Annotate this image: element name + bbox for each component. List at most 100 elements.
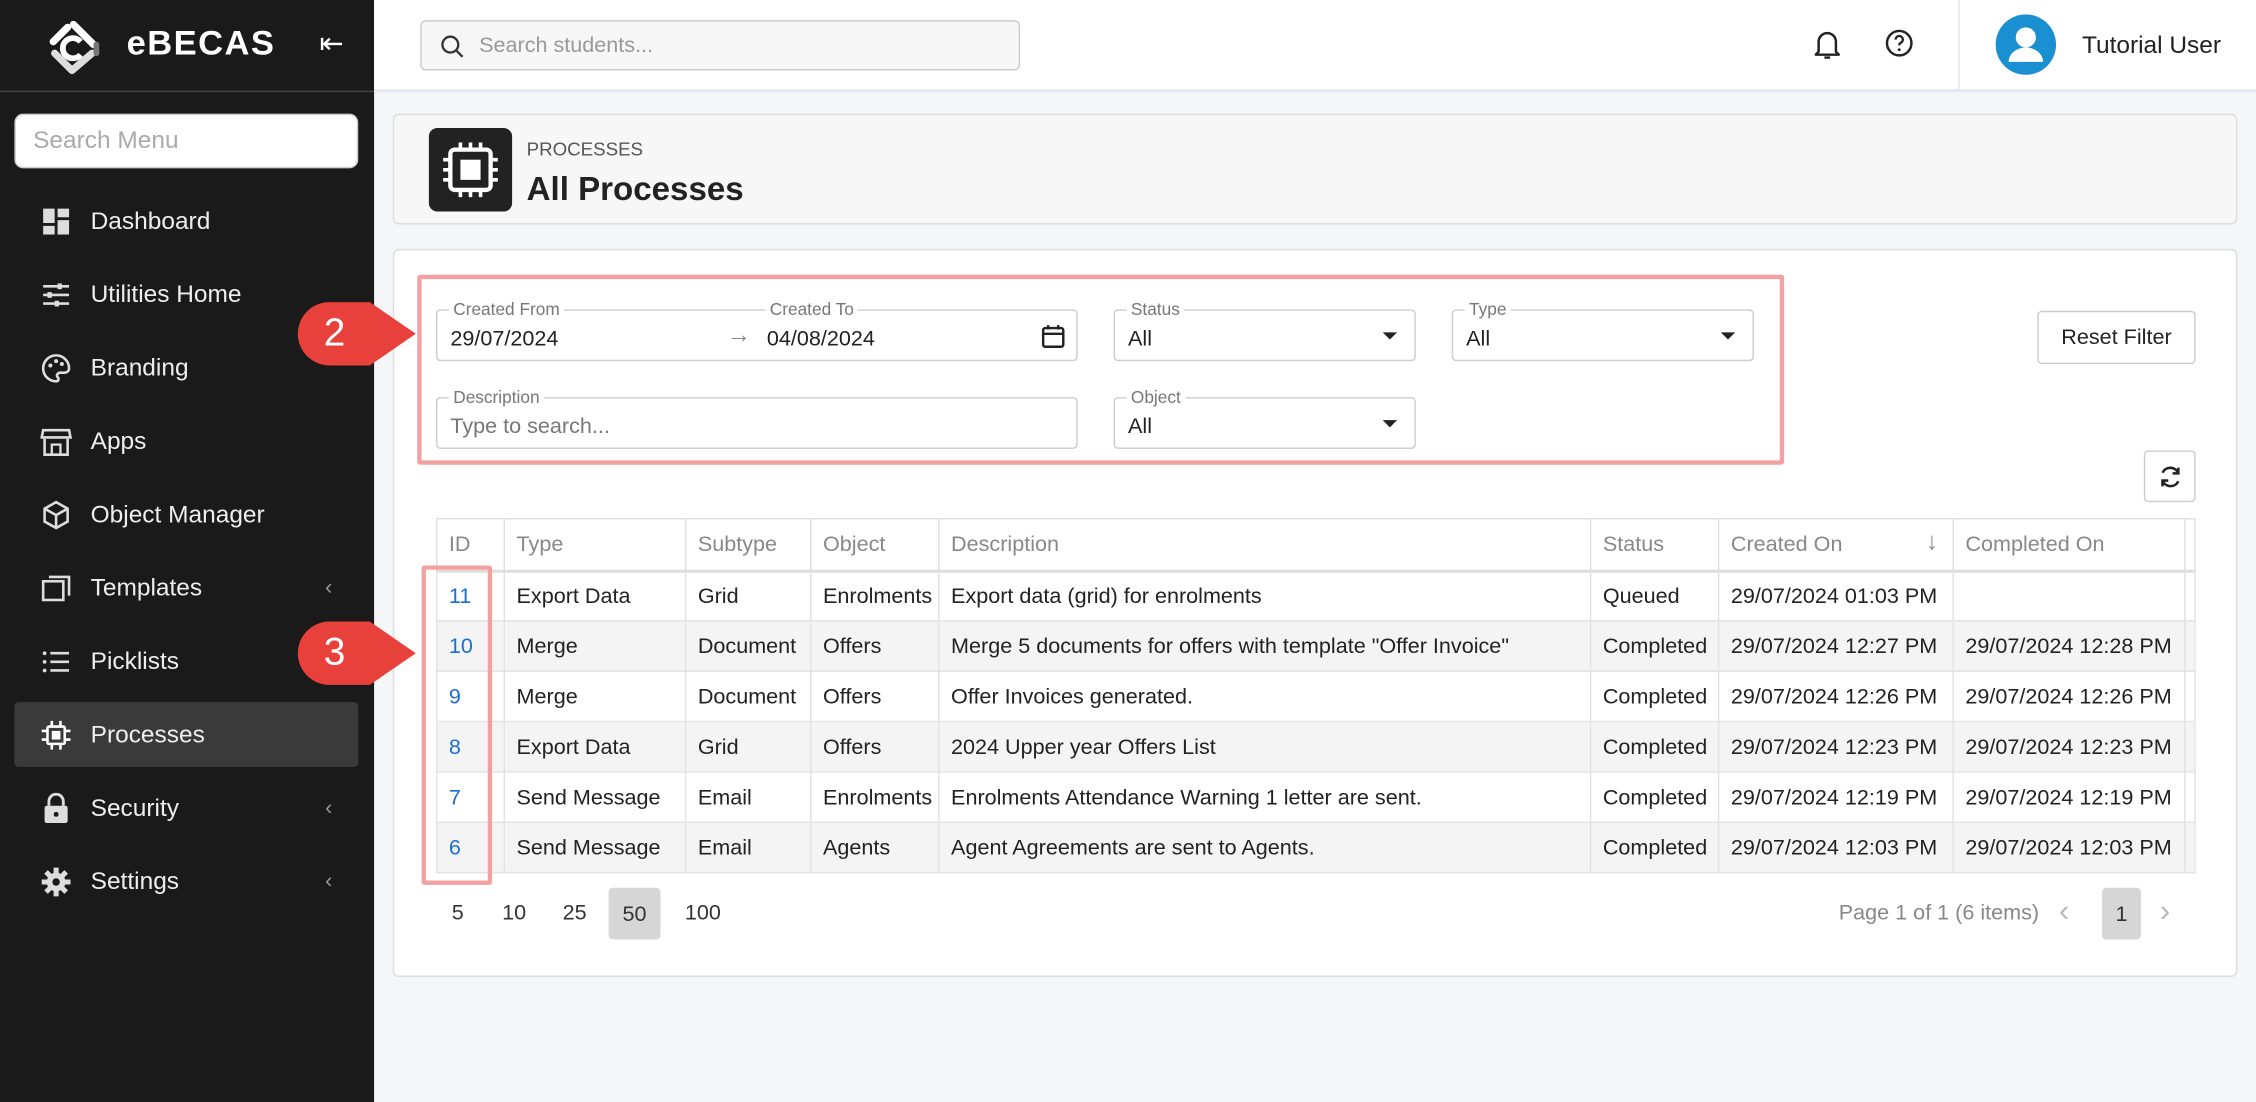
sidebar-item-picklists[interactable]: Picklists: [14, 629, 358, 694]
cell-description: Agent Agreements are sent to Agents.: [938, 821, 1592, 874]
top-bar: Tutorial User: [374, 0, 2256, 93]
bell-icon[interactable]: [1813, 29, 1842, 61]
page-size-100[interactable]: 100: [684, 900, 721, 926]
description-field[interactable]: Description Type to search...: [435, 387, 1078, 449]
help-icon[interactable]: [1885, 29, 1914, 58]
cell-id[interactable]: 6: [435, 821, 506, 874]
column-header-object[interactable]: Object: [810, 517, 940, 572]
page-size-10[interactable]: 10: [502, 900, 527, 926]
sidebar-item-apps[interactable]: Apps: [14, 409, 358, 474]
column-header-description[interactable]: Description: [938, 517, 1592, 572]
collapse-sidebar-icon[interactable]: ⇤: [319, 28, 344, 61]
sidebar-item-label: Security: [90, 793, 180, 821]
logo-row: eBECAS ⇤: [0, 0, 375, 93]
table-row[interactable]: 11 Export Data Grid Enrolments Export data (…: [435, 569, 2196, 622]
created-date-range[interactable]: Created From Created To 29/07/2024 → 04/…: [435, 299, 1078, 362]
sidebar-item-templates[interactable]: Templates ‹: [14, 555, 358, 620]
cell-extra: [2184, 821, 2196, 874]
cell-object: Offers: [810, 620, 940, 672]
chevron-down-icon: [1382, 332, 1398, 340]
next-page-button[interactable]: ›: [2159, 892, 2171, 929]
cell-status: Completed: [1589, 821, 1720, 874]
annotation-box-ids: [421, 565, 493, 885]
sidebar-item-label: Branding: [90, 353, 189, 381]
prev-page-button[interactable]: ‹: [2058, 892, 2070, 929]
column-header-label: Status: [1602, 531, 1665, 557]
sidebar-item-dashboard[interactable]: Dashboard: [14, 188, 358, 253]
table-row[interactable]: 9 Merge Document Offers Offer Invoices gener…: [435, 670, 2196, 723]
description-placeholder[interactable]: Type to search...: [450, 414, 610, 439]
description-label: Description: [448, 387, 544, 408]
refresh-icon: [2160, 465, 2179, 487]
column-header-label: ID: [448, 531, 471, 557]
cell-description: 2024 Upper year Offers List: [938, 720, 1592, 773]
cell-type: Merge: [503, 620, 687, 672]
column-header-subtype[interactable]: Subtype: [684, 517, 812, 572]
cell-extra: [2184, 620, 2196, 672]
page-1-button[interactable]: 1: [2102, 887, 2141, 940]
user-name[interactable]: Tutorial User: [2081, 31, 2222, 59]
column-header-completed-on[interactable]: Completed On: [1952, 517, 2186, 572]
table-row[interactable]: 6 Send Message Email Agents Agent Agreements…: [435, 821, 2196, 874]
cell-type: Export Data: [503, 569, 687, 622]
cell-extra: [2184, 771, 2196, 823]
page-info: Page 1 of 1 (6 items): [1838, 900, 2040, 926]
cell-id[interactable]: 11: [435, 569, 506, 622]
sidebar-item-label: Object Manager: [90, 499, 265, 528]
sidebar-item-settings[interactable]: Settings ‹: [14, 849, 358, 914]
cell-type: Send Message: [503, 771, 687, 823]
cell-created-on: 29/07/2024 12:19 PM: [1717, 771, 1954, 823]
table-row[interactable]: 8 Export Data Grid Offers 2024 Upper year Of…: [435, 720, 2196, 773]
page-size-5[interactable]: 5: [451, 900, 464, 926]
cell-id[interactable]: 10: [435, 620, 506, 672]
cell-object: Enrolments: [810, 771, 940, 823]
table-row[interactable]: 7 Send Message Email Enrolments Enrolments A…: [435, 771, 2196, 823]
refresh-button[interactable]: [2143, 450, 2196, 503]
sidebar-item-security[interactable]: Security ‹: [14, 776, 358, 841]
type-select[interactable]: Type All: [1451, 299, 1754, 362]
table-row[interactable]: 10 Merge Document Offers Merge 5 documents f…: [435, 620, 2196, 672]
sidebar-item-branding[interactable]: Branding: [14, 335, 358, 400]
sidebar-item-object-manager[interactable]: Object Manager: [14, 482, 358, 547]
sidebar-item-label: Templates: [90, 573, 203, 601]
cell-extra: [2184, 670, 2196, 723]
cell-extra: [2184, 720, 2196, 773]
divider: [1958, 0, 1960, 90]
cell-status: Completed: [1589, 670, 1720, 723]
avatar[interactable]: [1995, 14, 2057, 75]
sort-descending-icon[interactable]: ↓: [1925, 528, 1939, 556]
student-search[interactable]: [420, 20, 1021, 71]
cube-icon: [40, 499, 72, 531]
sidebar-item-utilities-home[interactable]: Utilities Home: [14, 262, 358, 327]
column-header-type[interactable]: Type: [503, 517, 687, 572]
column-header-label: Type: [516, 531, 564, 557]
calendar-icon[interactable]: [1041, 324, 1065, 348]
created-from-value[interactable]: 29/07/2024: [450, 326, 559, 352]
cell-status: Queued: [1589, 569, 1720, 622]
dashboard-icon: [40, 205, 72, 237]
object-select[interactable]: Object All: [1113, 387, 1416, 449]
reset-filter-button[interactable]: Reset Filter: [2037, 310, 2196, 365]
cell-completed-on: 29/07/2024 12:23 PM: [1952, 720, 2186, 773]
cell-completed-on: 29/07/2024 12:28 PM: [1952, 620, 2186, 672]
student-search-input[interactable]: [479, 21, 998, 70]
sidebar-item-label: Apps: [90, 426, 147, 454]
status-label: Status: [1126, 299, 1185, 320]
sidebar-item-processes[interactable]: Processes: [14, 702, 359, 767]
page-size-50[interactable]: 50: [608, 887, 661, 940]
callout-3: 3: [295, 619, 416, 688]
gear-icon: [40, 865, 72, 897]
menu-search-input[interactable]: [14, 113, 359, 169]
cell-status: Completed: [1589, 720, 1720, 773]
chip-icon: [40, 719, 72, 751]
column-header-created-on[interactable]: Created On ↓: [1717, 517, 1954, 572]
cell-id[interactable]: 8: [435, 720, 506, 773]
column-header-status[interactable]: Status: [1589, 517, 1720, 572]
column-header-label: Created On: [1730, 531, 1843, 557]
cell-created-on: 29/07/2024 01:03 PM: [1717, 569, 1954, 622]
status-select[interactable]: Status All: [1113, 299, 1416, 362]
page-size-25[interactable]: 25: [562, 900, 587, 926]
cell-type: Merge: [503, 670, 687, 723]
column-header-id[interactable]: ID: [435, 517, 506, 572]
created-to-value[interactable]: 04/08/2024: [766, 326, 875, 352]
